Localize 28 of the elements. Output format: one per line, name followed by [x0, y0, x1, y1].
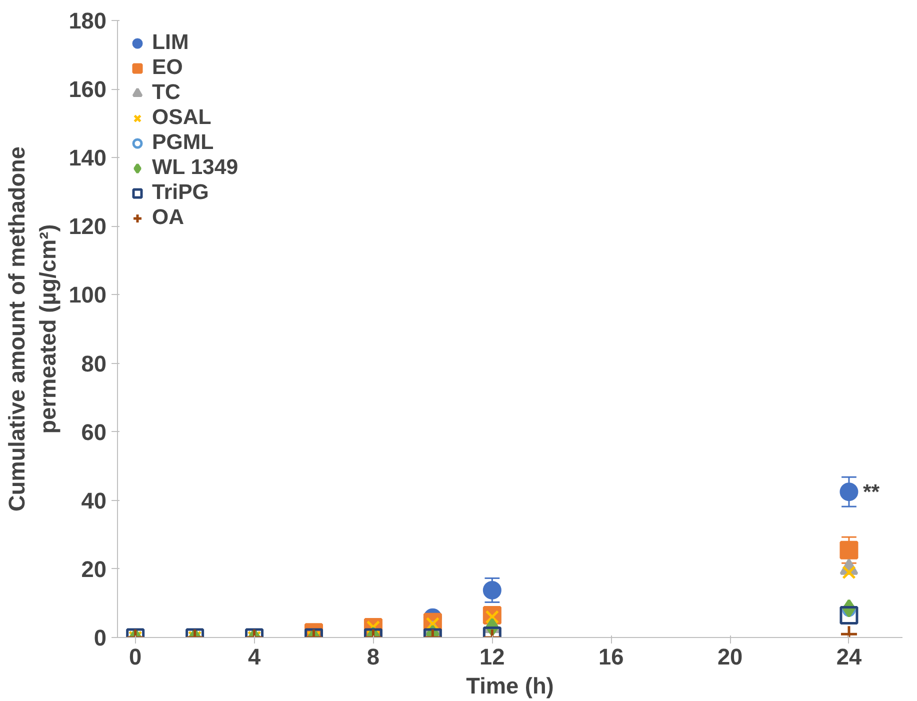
legend-label: OSAL — [152, 105, 212, 130]
legend-label: TC — [152, 80, 180, 105]
x-tick-label: 20 — [717, 644, 743, 670]
y-tick-label: 100 — [68, 282, 107, 308]
y-tick-label: 0 — [94, 624, 107, 650]
x-axis-title: Time (h) — [466, 672, 554, 698]
y-tick-label: 80 — [81, 350, 106, 376]
y-tick-label: 20 — [81, 556, 106, 582]
y-tick-label: 120 — [68, 213, 107, 240]
x-tick-label: 0 — [129, 644, 142, 670]
y-tick-label: 140 — [68, 144, 107, 171]
y-axis-title: Cumulative amount of methadone permeated (µg/cm²) — [4, 146, 61, 512]
y-tick-label: 180 — [68, 8, 107, 34]
x-tick-label: 8 — [366, 644, 380, 670]
legend-label: TriPG — [152, 180, 209, 205]
y-tick-label: 40 — [81, 487, 106, 514]
legend-label: LIM — [152, 30, 189, 55]
x-tick-label: 16 — [598, 644, 624, 670]
legend-label: EO — [152, 55, 183, 80]
legend-label: PGML — [152, 130, 214, 155]
legend-label: WL 1349 — [152, 155, 238, 180]
x-tick-label: 24 — [836, 644, 862, 670]
annotation: ** — [862, 480, 880, 504]
legend-label: OA — [152, 205, 184, 230]
x-tick-label: 4 — [248, 644, 261, 670]
y-tick-label: 160 — [68, 76, 107, 102]
x-tick-label: 12 — [480, 644, 505, 670]
y-tick-label: 60 — [81, 418, 106, 445]
